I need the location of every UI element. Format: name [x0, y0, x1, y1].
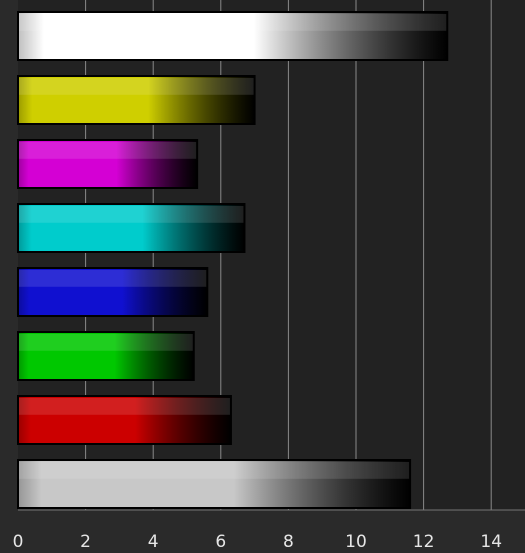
bar-highlight: [19, 270, 207, 287]
bar: [17, 331, 195, 381]
bar-highlight: [19, 462, 410, 479]
bar: [17, 75, 256, 125]
bar: [17, 139, 199, 189]
x-axis-ticks: 0 2 4 6 8 10 12 14: [13, 532, 502, 552]
x-tick-label: 6: [215, 532, 226, 552]
bar: [17, 459, 412, 509]
bar-highlight: [19, 398, 230, 415]
bar: [17, 395, 232, 445]
x-tick-label: 12: [413, 532, 435, 552]
x-tick-label: 4: [148, 532, 159, 552]
bar: [17, 267, 209, 317]
bar-highlight: [19, 334, 193, 351]
x-tick-label: 10: [345, 532, 367, 552]
bar-highlight: [19, 142, 197, 159]
bar-highlight: [19, 78, 254, 95]
bar: [17, 11, 449, 61]
bars: [17, 11, 449, 509]
bar-highlight: [19, 206, 244, 223]
bar: [17, 203, 246, 253]
x-tick-label: 14: [480, 532, 502, 552]
x-tick-label: 8: [283, 532, 294, 552]
bar-highlight: [19, 14, 447, 31]
x-tick-label: 0: [13, 532, 24, 552]
x-tick-label: 2: [80, 532, 91, 552]
